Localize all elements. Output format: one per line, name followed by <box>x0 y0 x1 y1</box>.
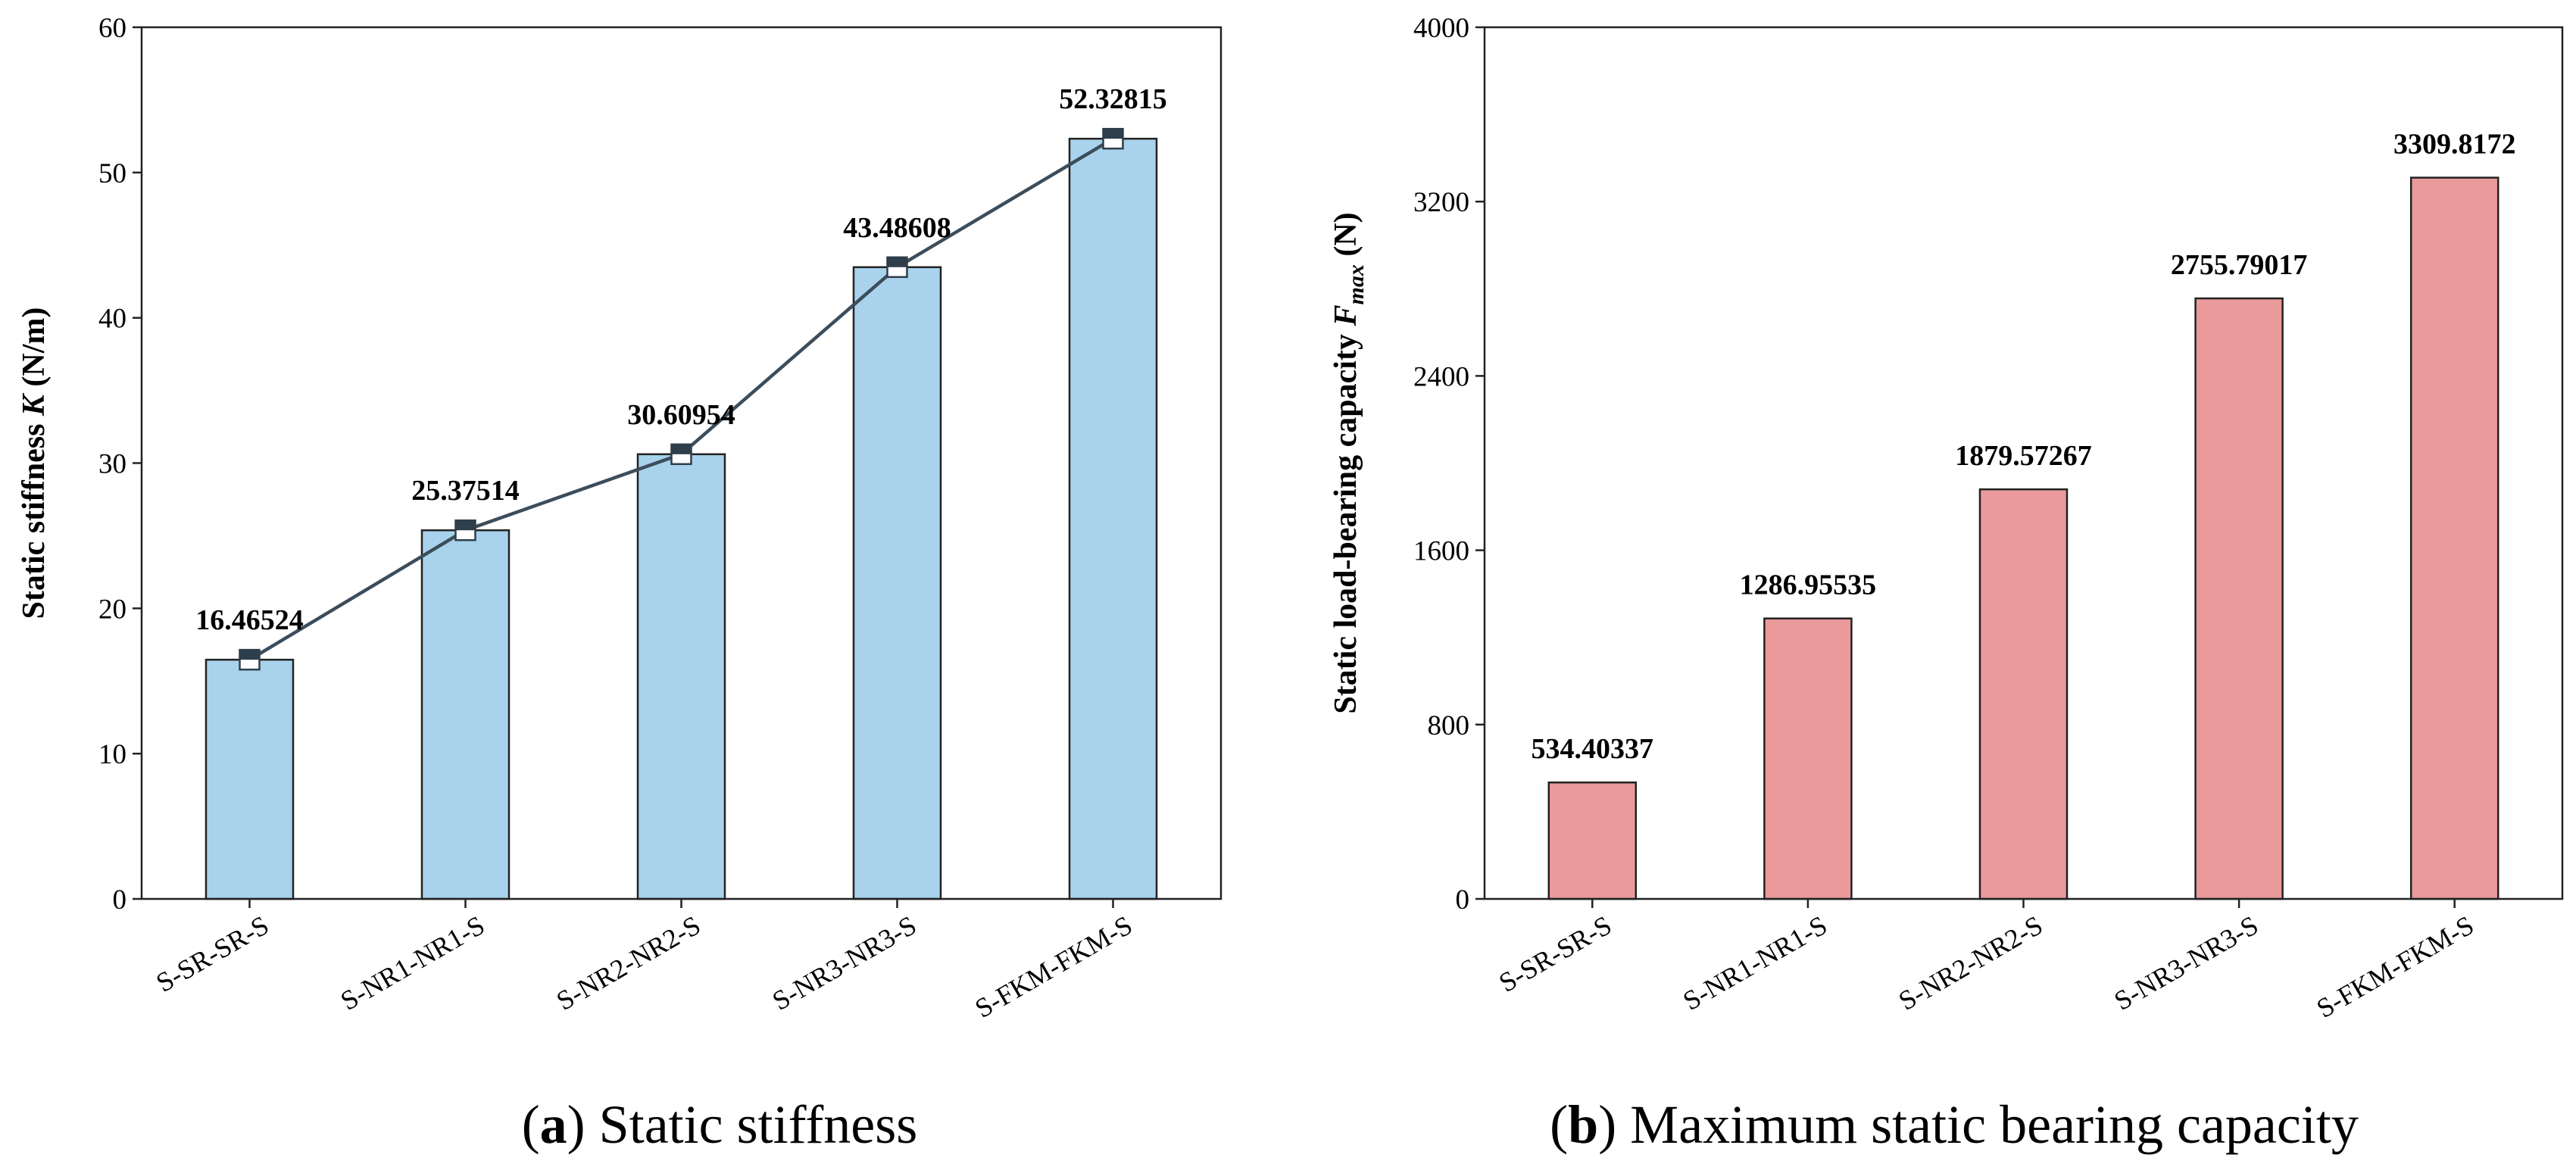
y-axis-label: Static stiffness K (N/m) <box>17 307 52 619</box>
y-axis-label-prefix: Static load-bearing capacity <box>1329 326 1363 714</box>
y-tick-label-7: 60 <box>98 13 126 44</box>
value-label-2: 1286.95535 <box>1740 569 1877 601</box>
y-axis-label-variable: K <box>17 392 52 417</box>
bar-1-4 <box>852 266 942 900</box>
y-tick-label-6: 50 <box>98 158 126 189</box>
marker-fill-4 <box>887 257 907 267</box>
value-label-4: 43.48608 <box>843 212 951 244</box>
y-axis-label-suffix: (N) <box>1329 212 1363 264</box>
x-tick-label-3: S-NR2-NR2-S <box>551 910 706 1016</box>
marker-2 <box>454 519 476 541</box>
y-tick-label-4: 30 <box>98 449 126 480</box>
marker-4 <box>886 256 908 279</box>
value-label-1: 16.46524 <box>195 604 304 636</box>
y-tick-label-1: 0 <box>113 885 127 916</box>
marker-1 <box>239 648 261 671</box>
marker-fill-2 <box>455 520 476 531</box>
marker-5 <box>1102 127 1124 150</box>
value-label-1: 534.40337 <box>1532 733 1654 765</box>
y-axis-label-subscript: max <box>1344 264 1369 304</box>
marker-fill-1 <box>239 650 260 660</box>
marker-fill-3 <box>671 444 692 454</box>
y-axis-label-prefix: Static stiffness <box>17 416 52 619</box>
value-label-5: 3309.8172 <box>2393 129 2516 161</box>
y-axis-label: Static load-bearing capacity Fmax (N) <box>1329 212 1369 713</box>
x-tick-label-1: S-SR-SR-S <box>151 910 273 998</box>
x-tick-label-5: S-FKM-FKM-S <box>2312 910 2479 1024</box>
value-label-5: 52.32815 <box>1059 83 1167 115</box>
bar-2-2 <box>1763 617 1853 900</box>
bar-1-3 <box>636 453 726 900</box>
chart-b-max-static-bearing-capacity: 534.40337 1286.95535 1879.57267 2755.79017 3… <box>1329 13 2564 1024</box>
bar-2-3 <box>1978 488 2069 900</box>
caption-a: (a) Static stiffness <box>521 1094 918 1155</box>
x-tick-label-5: S-FKM-FKM-S <box>970 910 1138 1024</box>
x-tick-label-1: S-SR-SR-S <box>1494 910 1616 998</box>
x-tick-label-4: S-NR3-NR3-S <box>2109 910 2263 1016</box>
bar-1-5 <box>1068 137 1158 900</box>
y-tick-label-2: 800 <box>1428 710 1470 741</box>
caption-a-letter: a <box>539 1094 567 1155</box>
x-tick-label-2: S-NR1-NR1-S <box>1678 910 1832 1016</box>
bar-2-1 <box>1547 781 1638 900</box>
y-tick-label-4: 2400 <box>1413 361 1469 392</box>
value-label-2: 25.37514 <box>411 475 520 507</box>
y-tick-label-5: 3200 <box>1413 187 1469 218</box>
caption-b: (b) Maximum static bearing capacity <box>1550 1094 2359 1155</box>
bar-1-2 <box>420 529 511 900</box>
value-label-4: 2755.79017 <box>2171 249 2308 281</box>
y-tick-label-2: 10 <box>98 739 126 770</box>
y-axis-label-suffix: (N/m) <box>17 307 52 395</box>
x-tick-label-4: S-NR3-NR3-S <box>767 910 922 1016</box>
caption-a-text: Static stiffness <box>585 1094 918 1155</box>
marker-fill-5 <box>1103 129 1123 139</box>
marker-3 <box>670 443 692 466</box>
chart-a-static-stiffness: 16.46524 25.37514 30.60954 43.48608 52.32815… <box>17 13 1222 1024</box>
y-tick-label-6: 4000 <box>1413 13 1469 44</box>
bar-2-4 <box>2194 297 2284 900</box>
y-axis-label-variable: F <box>1329 305 1363 327</box>
x-tick-label-3: S-NR2-NR2-S <box>1894 910 2048 1016</box>
y-tick-label-3: 20 <box>98 594 126 625</box>
value-label-3: 30.60954 <box>627 399 735 431</box>
bar-1-1 <box>205 658 295 900</box>
value-label-3: 1879.57267 <box>1955 440 2092 472</box>
caption-b-letter: b <box>1568 1094 1599 1155</box>
y-tick-label-1: 0 <box>1456 885 1470 916</box>
y-tick-label-3: 1600 <box>1413 536 1469 567</box>
y-tick-label-5: 40 <box>98 304 126 335</box>
caption-b-text: Maximum static bearing capacity <box>1616 1094 2359 1155</box>
x-tick-label-2: S-NR1-NR1-S <box>336 910 490 1016</box>
bar-2-5 <box>2409 176 2500 900</box>
